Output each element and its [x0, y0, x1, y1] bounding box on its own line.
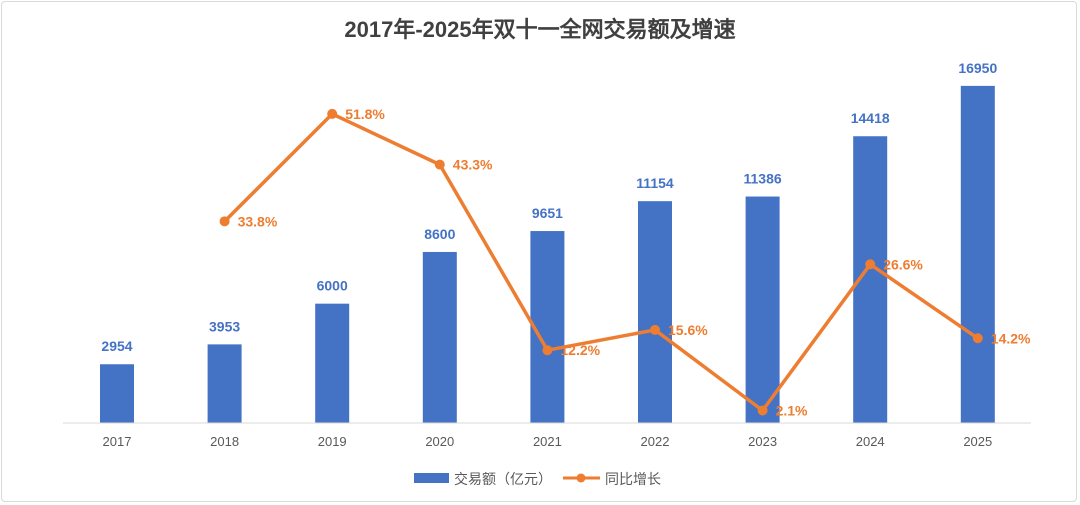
- legend-line-label: 同比增长: [605, 471, 661, 487]
- growth-value-label: 43.3%: [453, 157, 493, 173]
- bar-2018: [207, 344, 242, 423]
- bar-value-label: 16950: [958, 60, 997, 76]
- x-tick-label: 2018: [210, 434, 239, 449]
- bar-2021: [530, 231, 565, 423]
- growth-point-2019: [327, 108, 338, 119]
- growth-value-label: 14.2%: [991, 330, 1031, 346]
- bar-value-label: 11386: [744, 171, 782, 187]
- x-tick-label: 2022: [641, 434, 670, 449]
- growth-point-2023: [757, 405, 768, 416]
- bar-value-label: 8600: [424, 226, 455, 242]
- growth-value-label: 33.8%: [238, 213, 278, 229]
- bar-2023: [745, 196, 780, 423]
- legend-line-marker: [576, 473, 586, 483]
- growth-point-2025: [972, 333, 983, 344]
- bar-value-label: 9651: [532, 205, 563, 221]
- x-tick-label: 2019: [318, 434, 347, 449]
- bar-2025: [960, 85, 995, 423]
- growth-value-label: 2.1%: [776, 402, 808, 418]
- growth-value-label: 15.6%: [668, 322, 708, 338]
- growth-line: [223, 112, 979, 413]
- growth-point-2024: [865, 259, 876, 270]
- bar-value-label: 2954: [101, 338, 132, 354]
- growth-point-2021: [542, 345, 553, 356]
- x-tick-label: 2017: [103, 434, 132, 449]
- bar-value-label: 11154: [636, 175, 674, 191]
- growth-value-label: 51.8%: [345, 106, 385, 122]
- growth-point-2022: [650, 324, 660, 335]
- x-tick-label: 2025: [963, 434, 992, 449]
- growth-point-2018: [219, 216, 230, 227]
- bar-2017: [100, 364, 134, 423]
- bar-2022: [638, 201, 672, 423]
- x-tick-label: 2023: [748, 434, 777, 449]
- growth-value-label: 12.2%: [560, 342, 600, 358]
- bar-2019: [315, 303, 350, 423]
- bar-value-label: 6000: [317, 278, 348, 294]
- growth-point-2020: [434, 159, 445, 170]
- legend-bar-swatch: [414, 473, 449, 483]
- legend: 交易额（亿元） 同比增长: [414, 471, 661, 487]
- chart-title: 2017年-2025年双十一全网交易额及增速: [344, 17, 735, 42]
- bar-2020: [422, 251, 457, 423]
- x-tick-label: 2021: [533, 434, 562, 449]
- bar-value-label: 14418: [851, 110, 890, 126]
- legend-bar-label: 交易额（亿元）: [454, 471, 552, 487]
- growth-value-label: 26.6%: [883, 256, 923, 272]
- x-tick-label: 2020: [425, 434, 454, 449]
- x-tick-label: 2024: [856, 434, 885, 449]
- bar-value-label: 3953: [209, 318, 240, 334]
